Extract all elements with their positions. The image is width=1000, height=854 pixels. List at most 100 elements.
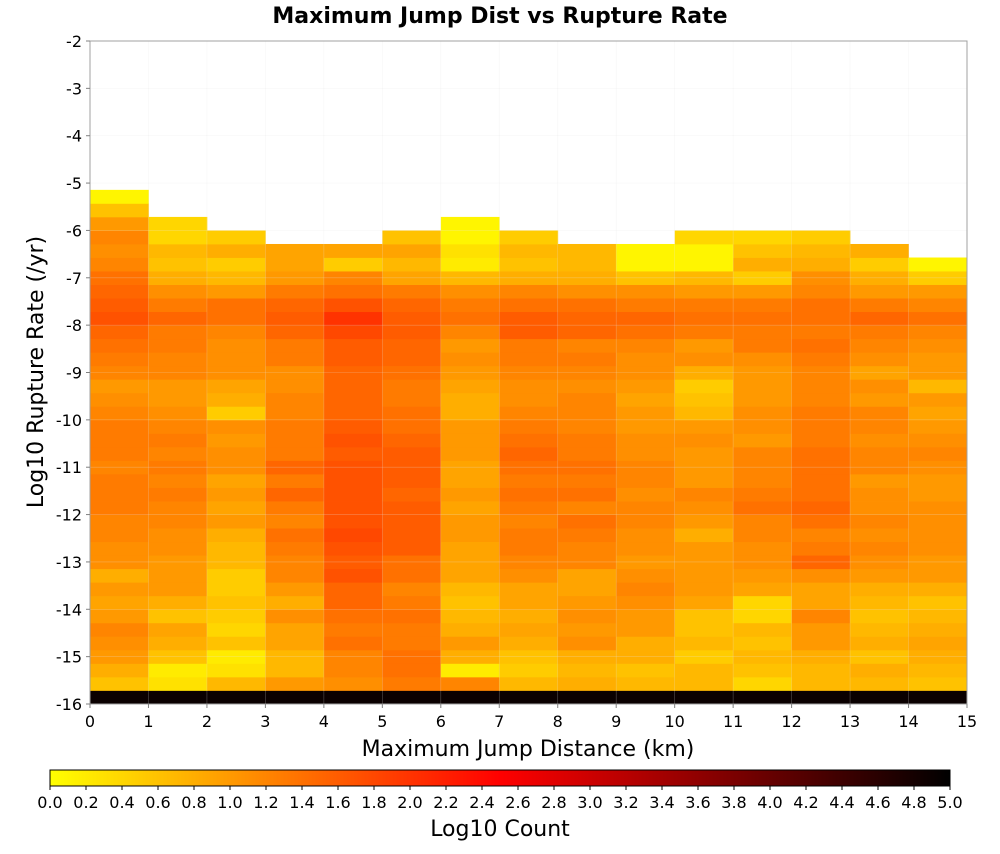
y-tick-label: -16 xyxy=(56,695,82,714)
heatmap-cell xyxy=(557,446,617,461)
heatmap-cell xyxy=(265,257,325,272)
heatmap-cell xyxy=(674,284,734,299)
heatmap-cell xyxy=(382,582,442,597)
heatmap-cell xyxy=(148,379,208,394)
heatmap-cell xyxy=(674,460,734,475)
heatmap-cell xyxy=(557,365,617,380)
colorbar-tick-label: 3.8 xyxy=(721,793,746,812)
heatmap-cell xyxy=(265,406,325,421)
heatmap-cell xyxy=(557,311,617,326)
heatmap-cell xyxy=(440,528,500,543)
heatmap-cell xyxy=(323,446,383,461)
heatmap-cell xyxy=(616,690,676,705)
heatmap-cell xyxy=(850,636,909,651)
heatmap-cell xyxy=(265,243,325,258)
heatmap-cell xyxy=(616,555,676,570)
heatmap-cell xyxy=(265,392,325,407)
heatmap-cell xyxy=(206,649,266,664)
heatmap-cell xyxy=(382,636,442,651)
heatmap-cell xyxy=(148,676,208,691)
heatmap-cell xyxy=(148,487,208,502)
heatmap-cell xyxy=(850,595,909,610)
heatmap-cell xyxy=(908,690,968,705)
heatmap-cell xyxy=(557,298,617,313)
heatmap-cell xyxy=(148,460,208,475)
heatmap-cell xyxy=(733,528,792,543)
colorbar-tick-label: 2.6 xyxy=(505,793,530,812)
heatmap-cell xyxy=(323,649,383,664)
heatmap-cell xyxy=(265,487,325,502)
heatmap-cell xyxy=(265,568,325,583)
heatmap-cell xyxy=(616,609,676,624)
heatmap-cell xyxy=(733,460,792,475)
heatmap-cell xyxy=(791,460,851,475)
heatmap-cell xyxy=(206,690,266,705)
heatmap-cell xyxy=(499,446,559,461)
heatmap-cell xyxy=(440,595,500,610)
heatmap-cell xyxy=(440,419,500,434)
heatmap-cell xyxy=(616,433,676,448)
heatmap-cell xyxy=(616,622,676,637)
heatmap-cell xyxy=(557,690,617,705)
heatmap-cell xyxy=(557,514,617,529)
heatmap-cell xyxy=(616,663,676,678)
heatmap-cell xyxy=(616,271,676,285)
heatmap-cell xyxy=(791,298,851,313)
x-tick-label: 11 xyxy=(723,712,743,731)
heatmap-cell xyxy=(616,338,676,353)
heatmap-cell xyxy=(265,298,325,313)
heatmap-cell xyxy=(850,243,909,258)
heatmap-cell xyxy=(382,690,442,705)
heatmap-cell xyxy=(323,284,383,299)
heatmap-cell xyxy=(265,460,325,475)
heatmap-cell xyxy=(850,663,909,678)
heatmap-cell xyxy=(265,609,325,624)
heatmap-cell xyxy=(499,582,559,597)
heatmap-cell xyxy=(148,352,208,367)
heatmap-cell xyxy=(499,473,559,488)
heatmap-cell xyxy=(791,433,851,448)
heatmap-cell xyxy=(850,487,909,502)
heatmap-cell xyxy=(908,352,968,367)
heatmap-cell xyxy=(908,257,968,272)
colorbar-tick-label: 5.0 xyxy=(937,793,962,812)
heatmap-cell xyxy=(148,216,208,231)
heatmap-cell xyxy=(557,460,617,475)
x-tick-label: 13 xyxy=(840,712,860,731)
heatmap-cell xyxy=(908,514,968,529)
heatmap-cell xyxy=(674,271,734,285)
heatmap-cell xyxy=(323,243,383,258)
heatmap-cell xyxy=(148,298,208,313)
heatmap-cell xyxy=(440,555,500,570)
heatmap-cell xyxy=(499,284,559,299)
heatmap-cell xyxy=(674,663,734,678)
heatmap-cell xyxy=(557,622,617,637)
heatmap-cell xyxy=(557,541,617,556)
heatmap-cell xyxy=(557,338,617,353)
heatmap-cell xyxy=(206,636,266,651)
heatmap-cell xyxy=(90,473,149,488)
heatmap-cell xyxy=(90,379,149,394)
colorbar-tick-label: 0.6 xyxy=(145,793,170,812)
heatmap-cell xyxy=(440,541,500,556)
heatmap-cell xyxy=(674,636,734,651)
colorbar-tick-label: 4.0 xyxy=(757,793,782,812)
heatmap-cell xyxy=(908,609,968,624)
heatmap-cell xyxy=(499,636,559,651)
heatmap-cell xyxy=(440,406,500,421)
heatmap-cell xyxy=(733,501,792,515)
heatmap-cell xyxy=(206,284,266,299)
colorbar-tick-label: 0.0 xyxy=(37,793,62,812)
heatmap-cell xyxy=(791,609,851,624)
heatmap-cell xyxy=(616,298,676,313)
colorbar-tick-label: 3.6 xyxy=(685,793,710,812)
colorbar-tick-label: 1.4 xyxy=(289,793,314,812)
heatmap-cell xyxy=(850,271,909,285)
heatmap-cell xyxy=(557,568,617,583)
heatmap-cell xyxy=(850,338,909,353)
heatmap-cell xyxy=(90,311,149,326)
heatmap-cell xyxy=(850,433,909,448)
heatmap-cell xyxy=(265,473,325,488)
heatmap-cell xyxy=(382,284,442,299)
heatmap-cell xyxy=(791,473,851,488)
